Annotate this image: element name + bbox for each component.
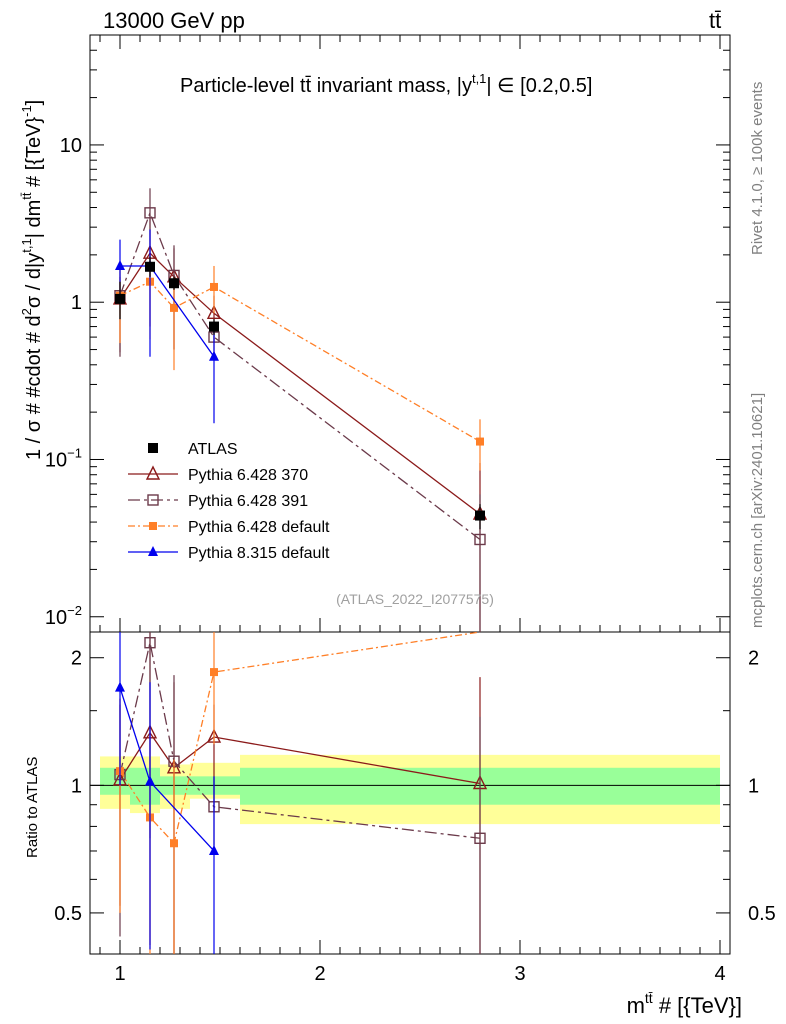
x-tick-label-2: 3: [514, 963, 525, 985]
legend-label-pythia-6-428-370: Pythia 6.428 370: [188, 467, 308, 484]
main-plot-frame: [89, 34, 731, 633]
legend-marker-pythia-6-428-default: [149, 522, 157, 530]
main-point: [209, 321, 219, 332]
legend-label-atlas: ATLAS: [188, 441, 238, 458]
green-band-1: [130, 767, 160, 805]
main-y-tick-label-3: 10: [60, 135, 82, 157]
ratio-y-tick-label-right-1: 1: [748, 775, 759, 797]
main-point: [209, 350, 219, 361]
axis-ticks: 1 2 3 4 10−2 10−1 1 10 0.5 0.5 1 1 2 2: [45, 34, 776, 985]
ratio-plot-frame: [89, 631, 731, 955]
x-axis-label: mtt̄ # [{TeV}]: [627, 990, 742, 1018]
ratio-point: [170, 839, 178, 848]
ratio-y-tick-label-right-0: 0.5: [748, 903, 776, 925]
mcplots-label: mcplots.cern.ch [arXiv:2401.10621]: [749, 393, 766, 628]
main-line-pythia-8-315-default: [120, 265, 215, 358]
ratio-y-tick-label-2: 2: [71, 648, 82, 670]
x-tick-label-1: 2: [314, 963, 325, 985]
main-point: [476, 437, 484, 446]
collision-energy-label: 13000 GeV pp: [103, 8, 245, 33]
main-point: [115, 259, 125, 270]
legend-label-pythia-8-315-default: Pythia 8.315 default: [188, 545, 330, 562]
process-label: tt̄: [709, 8, 721, 33]
ratio-y-tick-label-right-2: 2: [748, 648, 759, 670]
chart-title: Particle-level tt̄ invariant mass, |yt,1…: [180, 71, 592, 97]
legend-label-pythia-6-428-default: Pythia 6.428 default: [188, 519, 330, 536]
main-point: [145, 261, 155, 272]
rivet-version-label: Rivet 4.1.0, ≥ 100k events: [749, 82, 766, 255]
ratio-point: [209, 844, 219, 855]
main-point: [206, 304, 222, 320]
legend-marker-pythia-6-428-370: [145, 465, 161, 480]
ratio-point: [474, 832, 486, 844]
main-y-tick-label-2: 1: [71, 292, 82, 314]
main-point: [475, 510, 485, 521]
main-point: [170, 303, 178, 312]
main-y-tick-label-0: 10−2: [45, 603, 82, 629]
ratio-y-axis-label: Ratio to ATLAS: [24, 757, 41, 858]
ratio-y-tick-label-1: 1: [71, 775, 82, 797]
x-tick-label-0: 1: [114, 963, 125, 985]
ratio-point: [210, 668, 218, 677]
ratio-y-tick-label-0: 0.5: [54, 903, 82, 925]
legend-marker-atlas: [148, 443, 158, 453]
main-point: [144, 207, 156, 219]
legend-marker-pythia-6-428-391: [147, 494, 159, 506]
x-tick-label-3: 4: [714, 963, 725, 985]
legend: ATLAS Pythia 6.428 370 Pythia 6.428 391 Pyt…: [128, 441, 330, 562]
main-point: [169, 278, 179, 289]
series-pythia-8-315-default: [115, 229, 219, 954]
main-line-pythia-6-428-default: [119, 280, 481, 443]
legend-marker-pythia-8-315-default: [148, 546, 158, 556]
ratio-point: [115, 681, 125, 692]
main-y-tick-label-1: 10−1: [45, 445, 82, 471]
main-point: [115, 293, 125, 304]
data-series: [112, 188, 488, 954]
main-y-axis-label: 1 / σ # #cdot # d2σ / d|yt,1| dmtt̄ # [{…: [19, 100, 45, 460]
ratio-point: [144, 637, 156, 649]
ratio-point: [145, 775, 155, 786]
series-pythia-6-428-370: [112, 214, 488, 954]
main-point: [474, 533, 486, 546]
analysis-id-watermark: (ATLAS_2022_I2077575): [336, 591, 494, 607]
series-atlas: [115, 256, 485, 530]
main-point: [210, 282, 218, 291]
legend-label-pythia-6-428-391: Pythia 6.428 391: [188, 493, 308, 510]
